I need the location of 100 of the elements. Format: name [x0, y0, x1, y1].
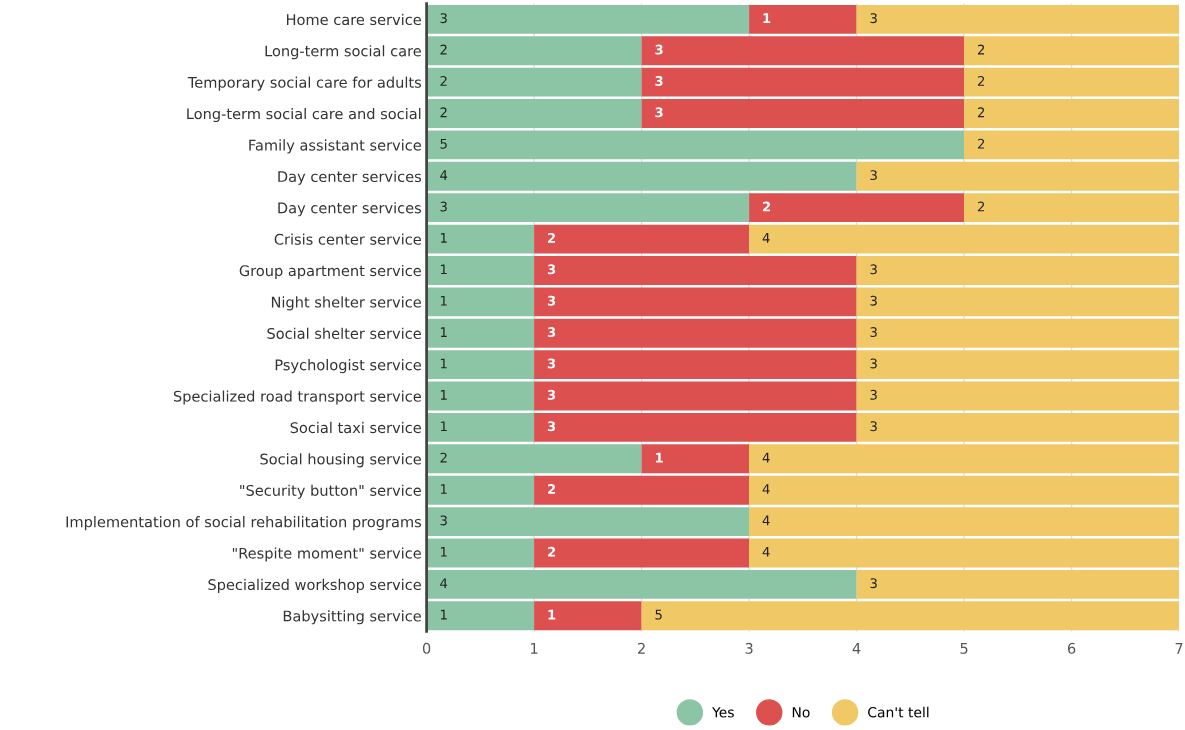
data-label: 4: [762, 515, 770, 526]
x-tick-label: 5: [960, 643, 968, 654]
y-tick-label: Specialized workshop service: [208, 578, 421, 593]
y-tick-label: Day center services: [278, 170, 422, 185]
bar: [856, 350, 1180, 380]
bar: [749, 507, 1180, 537]
bar: [534, 350, 857, 380]
bar: [426, 4, 750, 34]
bar: [964, 130, 1180, 160]
bar: [641, 601, 1180, 631]
bar: [749, 4, 857, 34]
y-tick-label: Group apartment service: [239, 264, 421, 280]
data-label: 1: [440, 295, 447, 306]
bar: [856, 318, 1180, 348]
y-tick-label: Family assistant service: [249, 139, 421, 154]
bar: [534, 256, 857, 285]
bar: [749, 224, 1180, 254]
bar: [641, 99, 965, 128]
bar: [426, 130, 965, 160]
bar: [856, 161, 1180, 191]
data-label: 1: [440, 327, 447, 337]
y-tick-label: Night shelter service: [271, 296, 421, 311]
bar: [856, 381, 1180, 411]
data-label: 1: [440, 390, 447, 400]
bar: [426, 287, 535, 317]
data-label: 2: [763, 201, 771, 212]
x-tick-label: 3: [745, 642, 753, 654]
x-tick-label: 7: [1175, 643, 1183, 654]
data-label: 2: [977, 75, 985, 86]
bar: [749, 538, 1180, 568]
data-label: 3: [870, 170, 877, 181]
data-label: 3: [655, 107, 663, 118]
x-tick-label: 6: [1067, 642, 1076, 654]
data-label: 3: [655, 75, 663, 86]
y-tick-label: Implementation of social rehabilitation programs: [66, 516, 422, 531]
bar: [964, 36, 1180, 66]
data-label: 1: [440, 358, 447, 369]
x-tick-label: 0: [422, 642, 431, 654]
bar: [426, 36, 642, 66]
bar: [856, 412, 1180, 442]
bar: [534, 287, 857, 317]
data-label: 2: [440, 44, 447, 55]
y-tick-label: Long-term social care: [265, 45, 421, 60]
bar: [641, 36, 965, 66]
data-label: 3: [870, 13, 877, 24]
y-tick-label: Home care service: [287, 13, 421, 26]
data-label: 1: [440, 264, 447, 275]
bar: [856, 256, 1180, 285]
bar: [749, 193, 965, 223]
bar: [534, 412, 857, 442]
y-tick-label: Social housing service: [260, 453, 421, 468]
data-label: 2: [440, 107, 447, 118]
data-label: 3: [547, 421, 556, 432]
y-tick-label: Specialized road transport service: [173, 390, 421, 405]
bar: [426, 475, 535, 505]
bar: [426, 538, 535, 568]
data-label: 4: [762, 547, 770, 557]
data-label: 5: [440, 138, 447, 149]
y-tick-label: Babysitting service: [283, 610, 421, 625]
data-label: 3: [870, 389, 877, 400]
data-label: 3: [870, 578, 877, 589]
bar: [534, 538, 750, 568]
bar: [749, 444, 1180, 474]
bar: [641, 67, 965, 97]
data-label: 3: [870, 264, 877, 275]
bar: [964, 99, 1180, 128]
x-tick-label: 2: [638, 642, 645, 654]
data-label: 3: [870, 327, 877, 338]
data-label: 3: [547, 264, 556, 275]
data-label: 1: [655, 452, 663, 463]
bar: [856, 4, 1180, 34]
data-label: 4: [762, 233, 770, 243]
data-label: 4: [440, 170, 448, 180]
y-tick-label: "Security button" service: [240, 484, 421, 499]
data-label: 2: [977, 107, 985, 118]
bar: [426, 318, 535, 348]
data-label: 3: [547, 327, 556, 338]
data-label: 3: [655, 44, 663, 55]
data-label: 5: [655, 609, 662, 620]
bar: [426, 350, 535, 380]
y-tick-label: Psychologist service: [275, 359, 421, 374]
data-label: 2: [440, 452, 447, 463]
bar: [426, 601, 535, 631]
data-label: 3: [547, 389, 556, 400]
data-label: 2: [548, 546, 556, 557]
y-tick-label: Day center services: [278, 202, 422, 217]
bar: [426, 507, 750, 537]
data-label: 3: [440, 515, 447, 526]
bar: [426, 412, 535, 442]
data-label: 1: [440, 484, 447, 494]
legend-label: No: [792, 707, 810, 718]
data-label: 3: [547, 295, 556, 306]
data-label: 2: [548, 232, 556, 243]
bar: [426, 444, 642, 474]
data-label: 1: [440, 609, 447, 620]
data-label: 4: [762, 452, 770, 463]
bar: [964, 67, 1180, 97]
bar: [856, 287, 1180, 317]
data-label: 1: [440, 233, 447, 243]
bar: [426, 256, 535, 285]
